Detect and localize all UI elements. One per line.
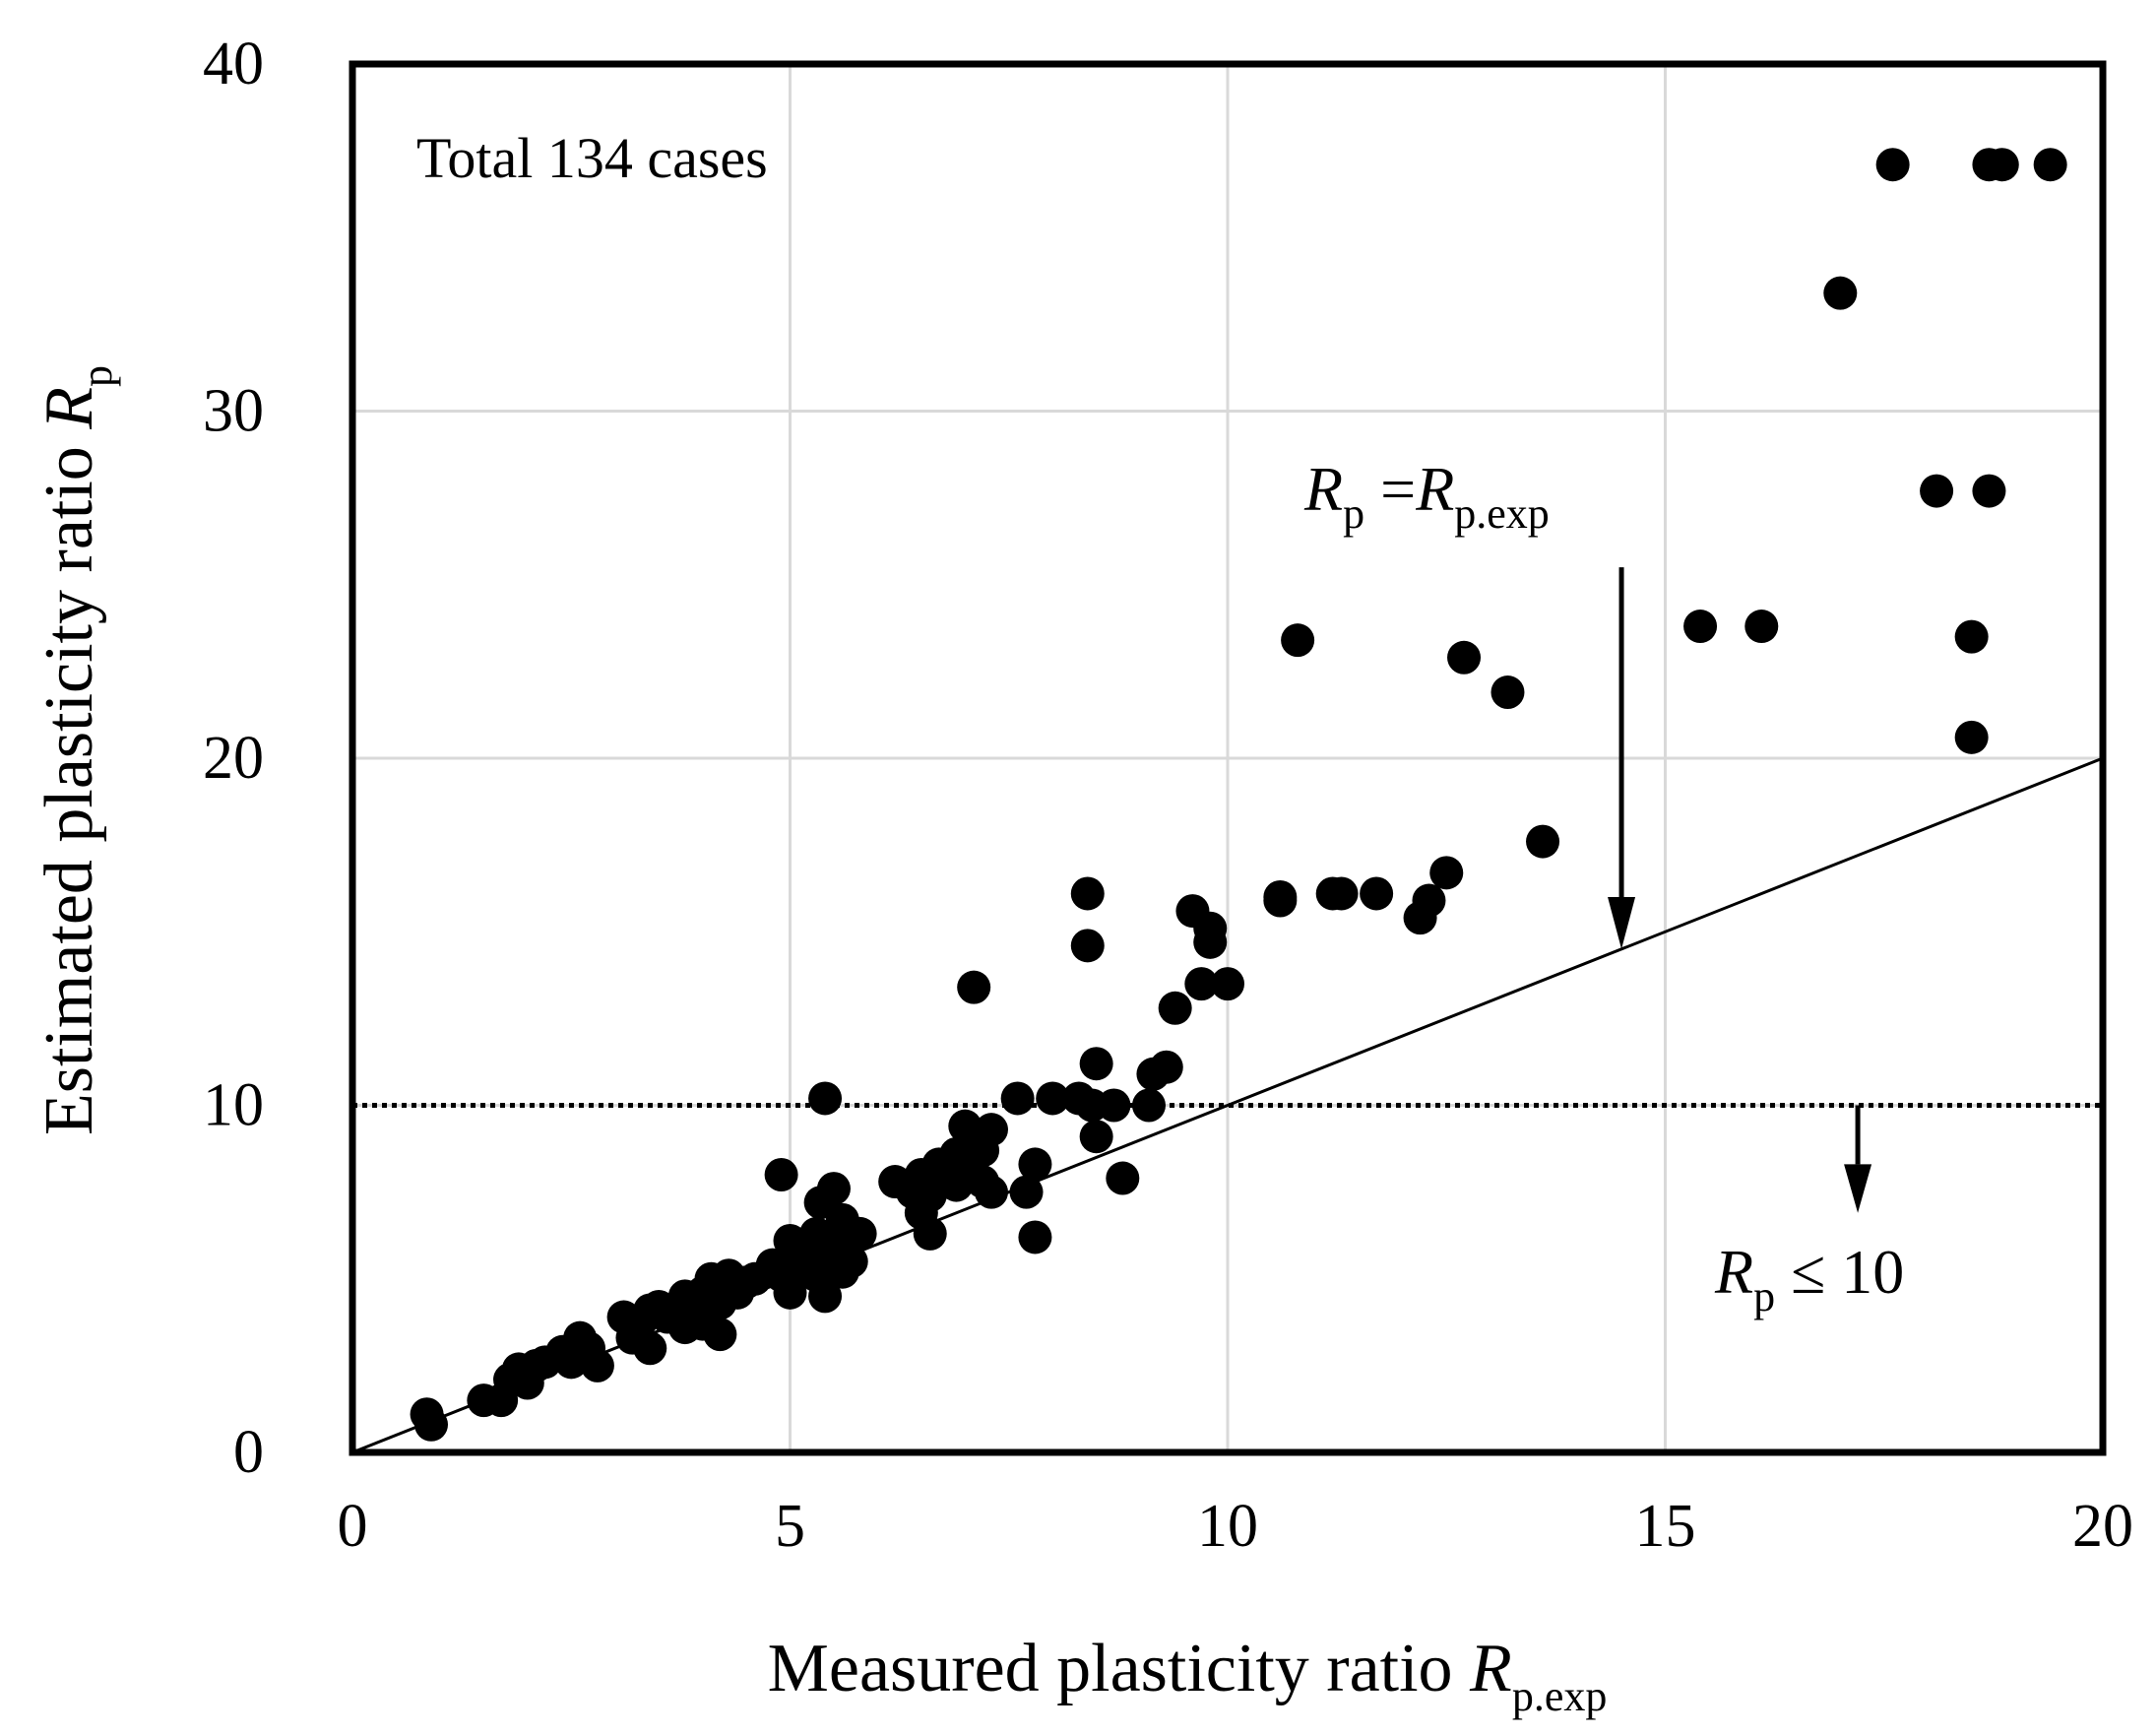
data-point-62 bbox=[913, 1216, 947, 1251]
y-axis-title-sub: p bbox=[73, 365, 121, 387]
x-tick-labels: 0 5 10 15 20 bbox=[338, 1493, 2134, 1560]
y-tick-label-10: 10 bbox=[203, 1072, 264, 1139]
equality-label-sub1: p bbox=[1343, 489, 1364, 538]
data-point-119 bbox=[1985, 148, 2019, 182]
data-point-88 bbox=[1106, 1161, 1140, 1195]
data-point-110 bbox=[1683, 610, 1718, 644]
data-point-75 bbox=[974, 1175, 1008, 1209]
data-point-71 bbox=[957, 970, 991, 1004]
data-point-52 bbox=[816, 1172, 851, 1206]
data-point-111 bbox=[1744, 610, 1779, 644]
limit-label-sub: p bbox=[1753, 1272, 1775, 1320]
data-point-106 bbox=[1429, 856, 1464, 890]
data-point-87 bbox=[1097, 1088, 1131, 1123]
data-point-85 bbox=[1079, 1120, 1113, 1154]
data-point-68 bbox=[948, 1109, 983, 1143]
data-point-113 bbox=[1875, 148, 1910, 182]
data-point-114 bbox=[1920, 474, 1954, 508]
data-point-74 bbox=[974, 1113, 1008, 1147]
data-point-78 bbox=[1018, 1147, 1052, 1182]
y-axis-title-var: R bbox=[32, 387, 107, 430]
data-point-96 bbox=[1193, 925, 1228, 959]
y-tick-label-30: 30 bbox=[203, 378, 264, 445]
equality-label-var1: R bbox=[1303, 454, 1343, 524]
x-tick-label-15: 15 bbox=[1635, 1493, 1696, 1560]
data-point-76 bbox=[1000, 1081, 1035, 1116]
data-point-86 bbox=[1079, 1047, 1113, 1081]
x-tick-label-20: 20 bbox=[2072, 1493, 2133, 1560]
limit-label-rest: ≤ 10 bbox=[1775, 1237, 1904, 1307]
data-point-49 bbox=[808, 1279, 843, 1314]
data-point-89 bbox=[1131, 1088, 1166, 1123]
data-point-82 bbox=[1070, 876, 1105, 911]
limit-label: Rp ≤ 10 bbox=[1714, 1237, 1904, 1320]
data-point-103 bbox=[1360, 876, 1394, 911]
data-points bbox=[410, 148, 2067, 1442]
data-point-100 bbox=[1281, 623, 1315, 658]
y-axis-title: Estimated plasticity ratio Rp bbox=[32, 365, 121, 1135]
y-tick-label-40: 40 bbox=[203, 31, 264, 97]
data-point-83 bbox=[1070, 929, 1105, 963]
x-axis-title: Measured plasticity ratio Rp.exp bbox=[768, 1631, 1608, 1720]
data-point-77 bbox=[1009, 1175, 1044, 1209]
data-point-92 bbox=[1158, 991, 1192, 1025]
data-point-120 bbox=[2033, 148, 2067, 182]
x-tick-label-5: 5 bbox=[775, 1493, 805, 1560]
data-point-91 bbox=[1149, 1050, 1183, 1084]
x-axis-title-main: Measured plasticity ratio bbox=[768, 1631, 1470, 1706]
data-point-37 bbox=[764, 1158, 798, 1191]
data-point-112 bbox=[1823, 276, 1858, 310]
equality-label-mid: = bbox=[1364, 454, 1416, 524]
x-tick-label-10: 10 bbox=[1197, 1493, 1258, 1560]
data-point-80 bbox=[1036, 1081, 1070, 1116]
data-point-29 bbox=[703, 1318, 737, 1352]
data-point-108 bbox=[1490, 675, 1525, 710]
data-point-15 bbox=[580, 1348, 614, 1382]
x-axis-title-var: R bbox=[1469, 1631, 1512, 1706]
equality-arrow-head bbox=[1608, 897, 1636, 949]
equality-line-label: Rp =Rp.exp bbox=[1303, 454, 1550, 538]
data-point-94 bbox=[1184, 967, 1219, 1001]
data-point-107 bbox=[1447, 640, 1482, 675]
limit-arrow-head bbox=[1844, 1164, 1872, 1213]
data-point-97 bbox=[1211, 967, 1244, 1001]
annotation-arrows bbox=[1608, 567, 1872, 1213]
data-point-41 bbox=[773, 1275, 807, 1310]
y-tick-label-20: 20 bbox=[203, 725, 264, 792]
plot-frame bbox=[349, 60, 2107, 1456]
data-point-57 bbox=[843, 1216, 877, 1251]
data-point-2 bbox=[414, 1407, 449, 1442]
y-axis-title-main: Estimated plasticity ratio bbox=[32, 429, 107, 1135]
data-point-102 bbox=[1324, 876, 1359, 911]
data-point-115 bbox=[1954, 619, 1989, 654]
data-point-50 bbox=[808, 1081, 843, 1116]
data-point-118 bbox=[1972, 474, 2006, 508]
data-point-20 bbox=[633, 1331, 667, 1366]
x-tick-label-0: 0 bbox=[338, 1493, 368, 1560]
data-point-99 bbox=[1263, 880, 1298, 914]
total-cases-label: Total 134 cases bbox=[416, 126, 768, 190]
equality-label-sub2: p.exp bbox=[1454, 489, 1550, 538]
y-tick-label-0: 0 bbox=[233, 1419, 264, 1486]
data-point-56 bbox=[834, 1245, 868, 1279]
equality-label-var2: R bbox=[1415, 454, 1454, 524]
data-point-109 bbox=[1526, 824, 1560, 859]
limit-label-var: R bbox=[1714, 1237, 1753, 1307]
data-point-79 bbox=[1018, 1220, 1052, 1254]
data-point-105 bbox=[1412, 883, 1446, 918]
x-axis-title-sub: p.exp bbox=[1512, 1672, 1608, 1720]
y-tick-labels: 0 10 20 30 40 bbox=[203, 31, 264, 1486]
data-point-116 bbox=[1954, 720, 1989, 754]
